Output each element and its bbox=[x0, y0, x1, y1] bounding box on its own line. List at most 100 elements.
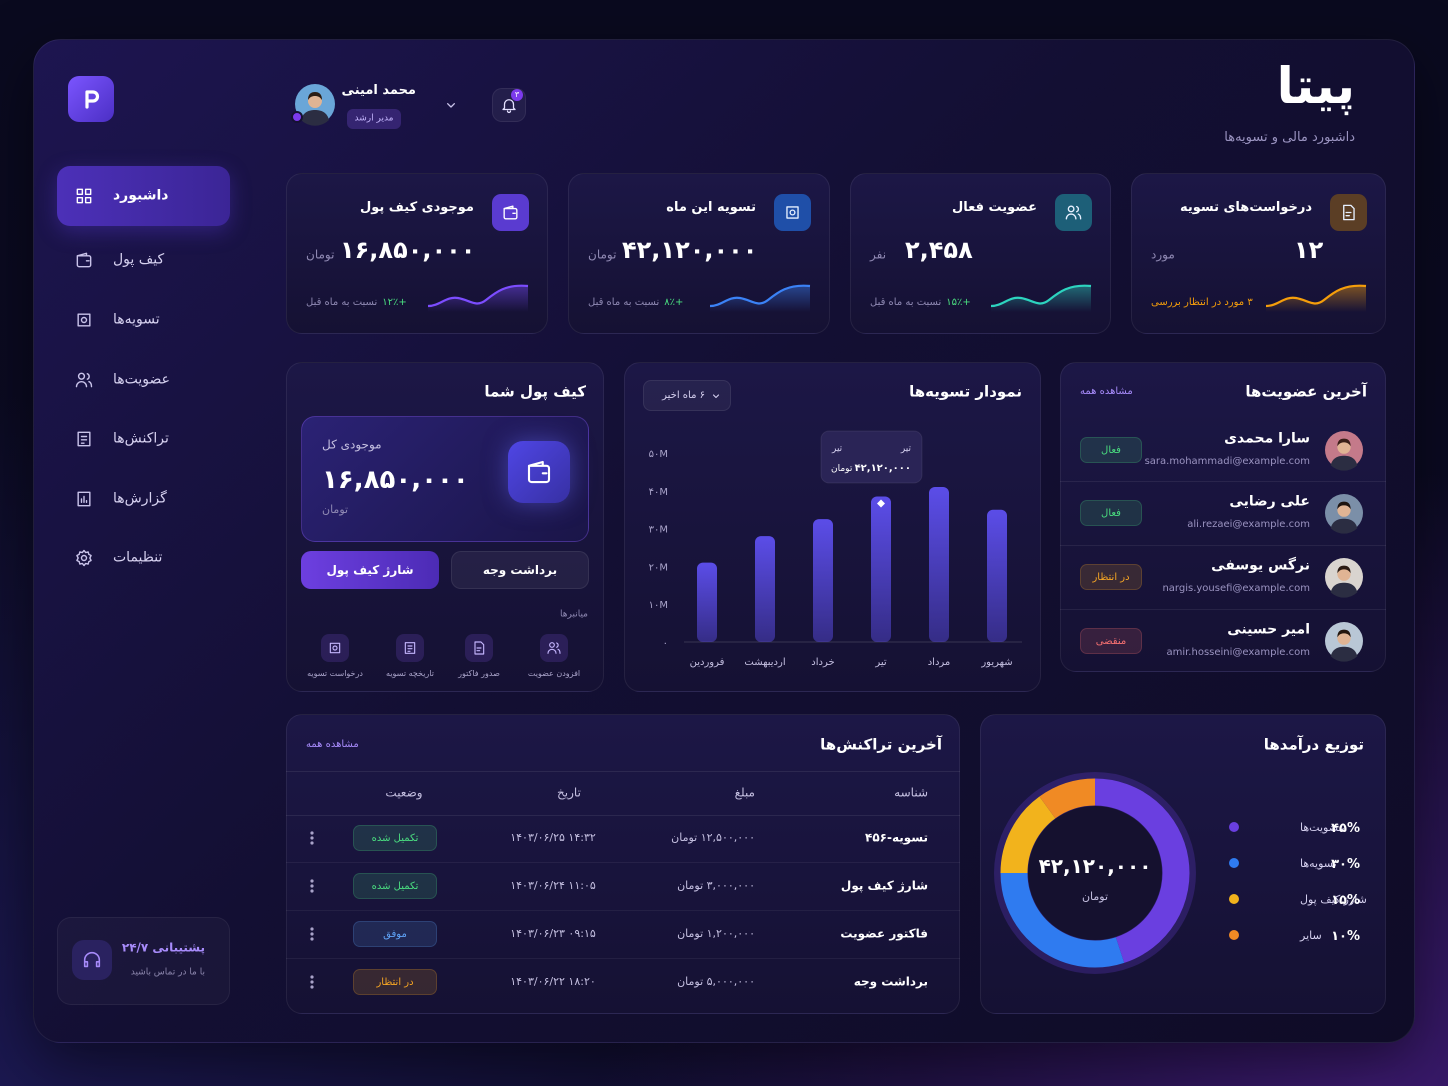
transaction-status: موفق bbox=[353, 921, 437, 947]
stat-change: +۱۲٪ bbox=[382, 297, 407, 308]
menu-icon-shape bbox=[77, 431, 91, 447]
stat-unit: تومان bbox=[306, 247, 335, 262]
notification-count: ۳ bbox=[514, 90, 520, 99]
shortcut-icon-bg[interactable] bbox=[540, 634, 568, 662]
member-email: nargis.yousefi@example.com bbox=[1162, 582, 1310, 594]
menu-item[interactable]: تراکنش‌ها bbox=[113, 430, 169, 447]
row-divider bbox=[1060, 481, 1386, 482]
y-tick-label: ۴۰M bbox=[649, 487, 668, 498]
shortcut-icon-bg[interactable] bbox=[321, 634, 349, 662]
user-menu-chevron-shape bbox=[447, 103, 455, 108]
donut-segment bbox=[1000, 872, 1125, 968]
revenue-title: توزیع درآمدها bbox=[1263, 735, 1364, 754]
menu-dot bbox=[310, 889, 314, 893]
legend-value: ۳۰% bbox=[1331, 857, 1360, 872]
stat-icon bbox=[786, 206, 799, 219]
member-status: در انتظار bbox=[1080, 564, 1142, 590]
avatar bbox=[295, 84, 335, 126]
menu-item[interactable]: تنظیمات bbox=[113, 549, 163, 566]
stat-icon bbox=[1065, 205, 1082, 220]
transaction-status: تکمیل شده bbox=[353, 825, 437, 851]
menu-dot bbox=[310, 831, 314, 835]
menu-item[interactable]: عضویت‌ها bbox=[113, 371, 171, 388]
wallet-icon-shape bbox=[527, 460, 551, 484]
menu-icon bbox=[77, 313, 91, 327]
support-box[interactable] bbox=[57, 917, 230, 1005]
row-menu[interactable] bbox=[308, 974, 316, 990]
avatar-hair bbox=[308, 92, 322, 100]
stat-note: ۳ مورد در انتظار بررسی bbox=[1151, 297, 1253, 308]
avatar bbox=[1325, 622, 1363, 662]
wallet-title: کیف پول شما bbox=[484, 382, 586, 401]
x-tick-label: اردیبهشت bbox=[744, 657, 785, 668]
menu-item[interactable]: گزارش‌ها bbox=[113, 490, 167, 507]
y-tick-label: ۵۰M bbox=[649, 449, 668, 460]
menu-icon-shape bbox=[77, 313, 91, 327]
members-title: آخرین عضویت‌ها bbox=[1245, 382, 1367, 401]
bar-chart: ۰ ۱۰M ۲۰M ۳۰M ۴۰M ۵۰M فروردین اردیبهشت خرداد تیر م… bbox=[649, 430, 1022, 668]
stat-change-row: ۳ مورد در انتظار بررسی bbox=[1151, 297, 1351, 313]
menu-dot bbox=[310, 937, 314, 941]
donut-segment bbox=[1094, 778, 1190, 963]
menu-dot bbox=[310, 879, 314, 883]
sparkline bbox=[709, 284, 811, 312]
shortcut-icon bbox=[329, 642, 341, 654]
chart-filter-chevron bbox=[712, 394, 720, 399]
y-tick-label: ۲۰M bbox=[649, 562, 668, 573]
sparkline-line bbox=[1265, 284, 1367, 308]
tooltip-amount: ۴۲,۱۲۰,۰۰۰ bbox=[855, 463, 911, 474]
shortcut-label[interactable]: افزودن عضویت bbox=[527, 669, 581, 678]
shortcut-label[interactable]: تاریخچه تسویه bbox=[386, 669, 434, 678]
sparkline bbox=[427, 284, 529, 312]
avatar-face bbox=[1337, 440, 1351, 454]
stat-value: ۱۶,۸۵۰,۰۰۰ bbox=[340, 236, 476, 264]
balance-unit: تومان bbox=[322, 503, 349, 517]
menu-icon bbox=[76, 188, 92, 204]
stat-change: +۸٪ bbox=[664, 297, 684, 308]
legend-swatch bbox=[1229, 822, 1239, 832]
transactions-panel bbox=[286, 714, 960, 1014]
notification-badge bbox=[511, 89, 523, 101]
sparkline bbox=[990, 284, 1092, 312]
member-email: amir.hosseini@example.com bbox=[1166, 646, 1310, 658]
members-view-all[interactable]: مشاهده همه bbox=[1080, 385, 1133, 397]
stat-icon-bg bbox=[1055, 194, 1092, 231]
shortcut-label[interactable]: درخواست تسویه bbox=[307, 669, 363, 678]
stat-icon-shape bbox=[1343, 204, 1355, 221]
legend-value: ۴۵% bbox=[1331, 821, 1360, 836]
legend-swatch bbox=[1229, 858, 1239, 868]
legend-value: ۱۵% bbox=[1331, 893, 1360, 908]
row-menu[interactable] bbox=[308, 830, 316, 846]
balance-label: موجودی کل bbox=[322, 437, 382, 452]
menu-item[interactable]: داشبورد bbox=[113, 187, 169, 204]
legend-label: شارژ کیف پول bbox=[1300, 893, 1367, 906]
row-menu[interactable] bbox=[308, 926, 316, 942]
support-icon bbox=[83, 951, 101, 968]
withdraw-button[interactable]: برداشت وجه bbox=[451, 551, 589, 589]
transactions-view-all[interactable]: مشاهده همه bbox=[306, 738, 359, 750]
shortcut-icon-bg[interactable] bbox=[396, 634, 424, 662]
menu-dot bbox=[310, 841, 314, 845]
menu-item[interactable]: تسویه‌ها bbox=[113, 311, 160, 328]
menu-item[interactable]: کیف پول bbox=[113, 251, 165, 268]
shortcut-label[interactable]: صدور فاکتور bbox=[458, 669, 500, 678]
user-name: محمد امینی bbox=[341, 82, 416, 98]
balance-value: ۱۶,۸۵۰,۰۰۰ bbox=[322, 464, 469, 495]
support-text: با ما در تماس باشید bbox=[130, 967, 205, 978]
brand: پیتا bbox=[1276, 56, 1355, 115]
charge-button[interactable]: شارژ کیف پول bbox=[301, 551, 439, 589]
menu-icon-shape bbox=[76, 549, 92, 567]
member-name: علی رضایی bbox=[1229, 493, 1310, 510]
shortcut-icon-shape bbox=[474, 641, 485, 655]
tooltip-bg bbox=[820, 430, 923, 484]
menu-icon-shape bbox=[76, 252, 92, 268]
x-tick-label: فروردین bbox=[690, 657, 725, 668]
table-divider bbox=[286, 815, 960, 816]
chart-filter[interactable] bbox=[643, 380, 731, 411]
avatar-face bbox=[1337, 567, 1351, 581]
row-menu[interactable] bbox=[308, 878, 316, 894]
stat-change: +۱۵٪ bbox=[946, 297, 971, 308]
logo bbox=[68, 76, 114, 122]
